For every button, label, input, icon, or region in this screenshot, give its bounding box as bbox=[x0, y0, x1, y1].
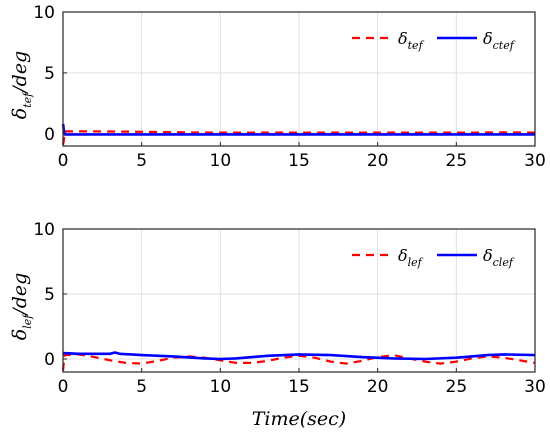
series-line-ctef bbox=[61, 123, 535, 136]
series-line-lef bbox=[61, 353, 536, 371]
y-axis-label: δtef/deg bbox=[9, 51, 34, 119]
x-tick-label: 0 bbox=[58, 377, 69, 397]
legend-label-ctef: δctef bbox=[483, 29, 516, 52]
x-tick-label: 20 bbox=[367, 151, 389, 171]
series-line-clef bbox=[62, 351, 536, 361]
x-tick-label: 20 bbox=[367, 377, 389, 397]
x-tick-label: 15 bbox=[288, 377, 310, 397]
y-tick-label: 5 bbox=[44, 64, 55, 84]
y-tick-label: 5 bbox=[44, 285, 55, 305]
x-tick-label: 25 bbox=[446, 377, 468, 397]
x-axis-label: Time(sec) bbox=[252, 408, 346, 430]
legend-label-lef: δlef bbox=[398, 246, 424, 269]
y-axis-label: δlef/deg bbox=[9, 273, 34, 341]
x-tick-label: 5 bbox=[136, 377, 147, 397]
x-tick-label: 30 bbox=[524, 377, 546, 397]
x-tick-label: 30 bbox=[524, 151, 546, 171]
x-tick-label: 5 bbox=[136, 151, 147, 171]
legend-label-tef: δtef bbox=[398, 29, 425, 52]
x-tick-label: 10 bbox=[210, 151, 232, 171]
y-tick-label: 0 bbox=[44, 125, 55, 145]
series-line-tef bbox=[61, 130, 536, 146]
x-tick-label: 25 bbox=[446, 151, 468, 171]
y-tick-label: 10 bbox=[33, 220, 55, 240]
x-tick-label: 0 bbox=[58, 151, 69, 171]
x-tick-label: 15 bbox=[288, 151, 310, 171]
x-tick-label: 10 bbox=[210, 377, 232, 397]
y-tick-label: 10 bbox=[33, 3, 55, 23]
y-tick-label: 0 bbox=[44, 350, 55, 370]
top-panel-delta-tef: 0 5 10 15 20 25 30 0 5 10 δtef/deg δtef δctef bbox=[9, 3, 546, 171]
legend-label-clef: δclef bbox=[483, 246, 515, 269]
bottom-panel-delta-lef: 0 5 10 15 20 25 30 0 5 10 δlef/deg Time(sec) δlef δcl… bbox=[9, 220, 546, 430]
